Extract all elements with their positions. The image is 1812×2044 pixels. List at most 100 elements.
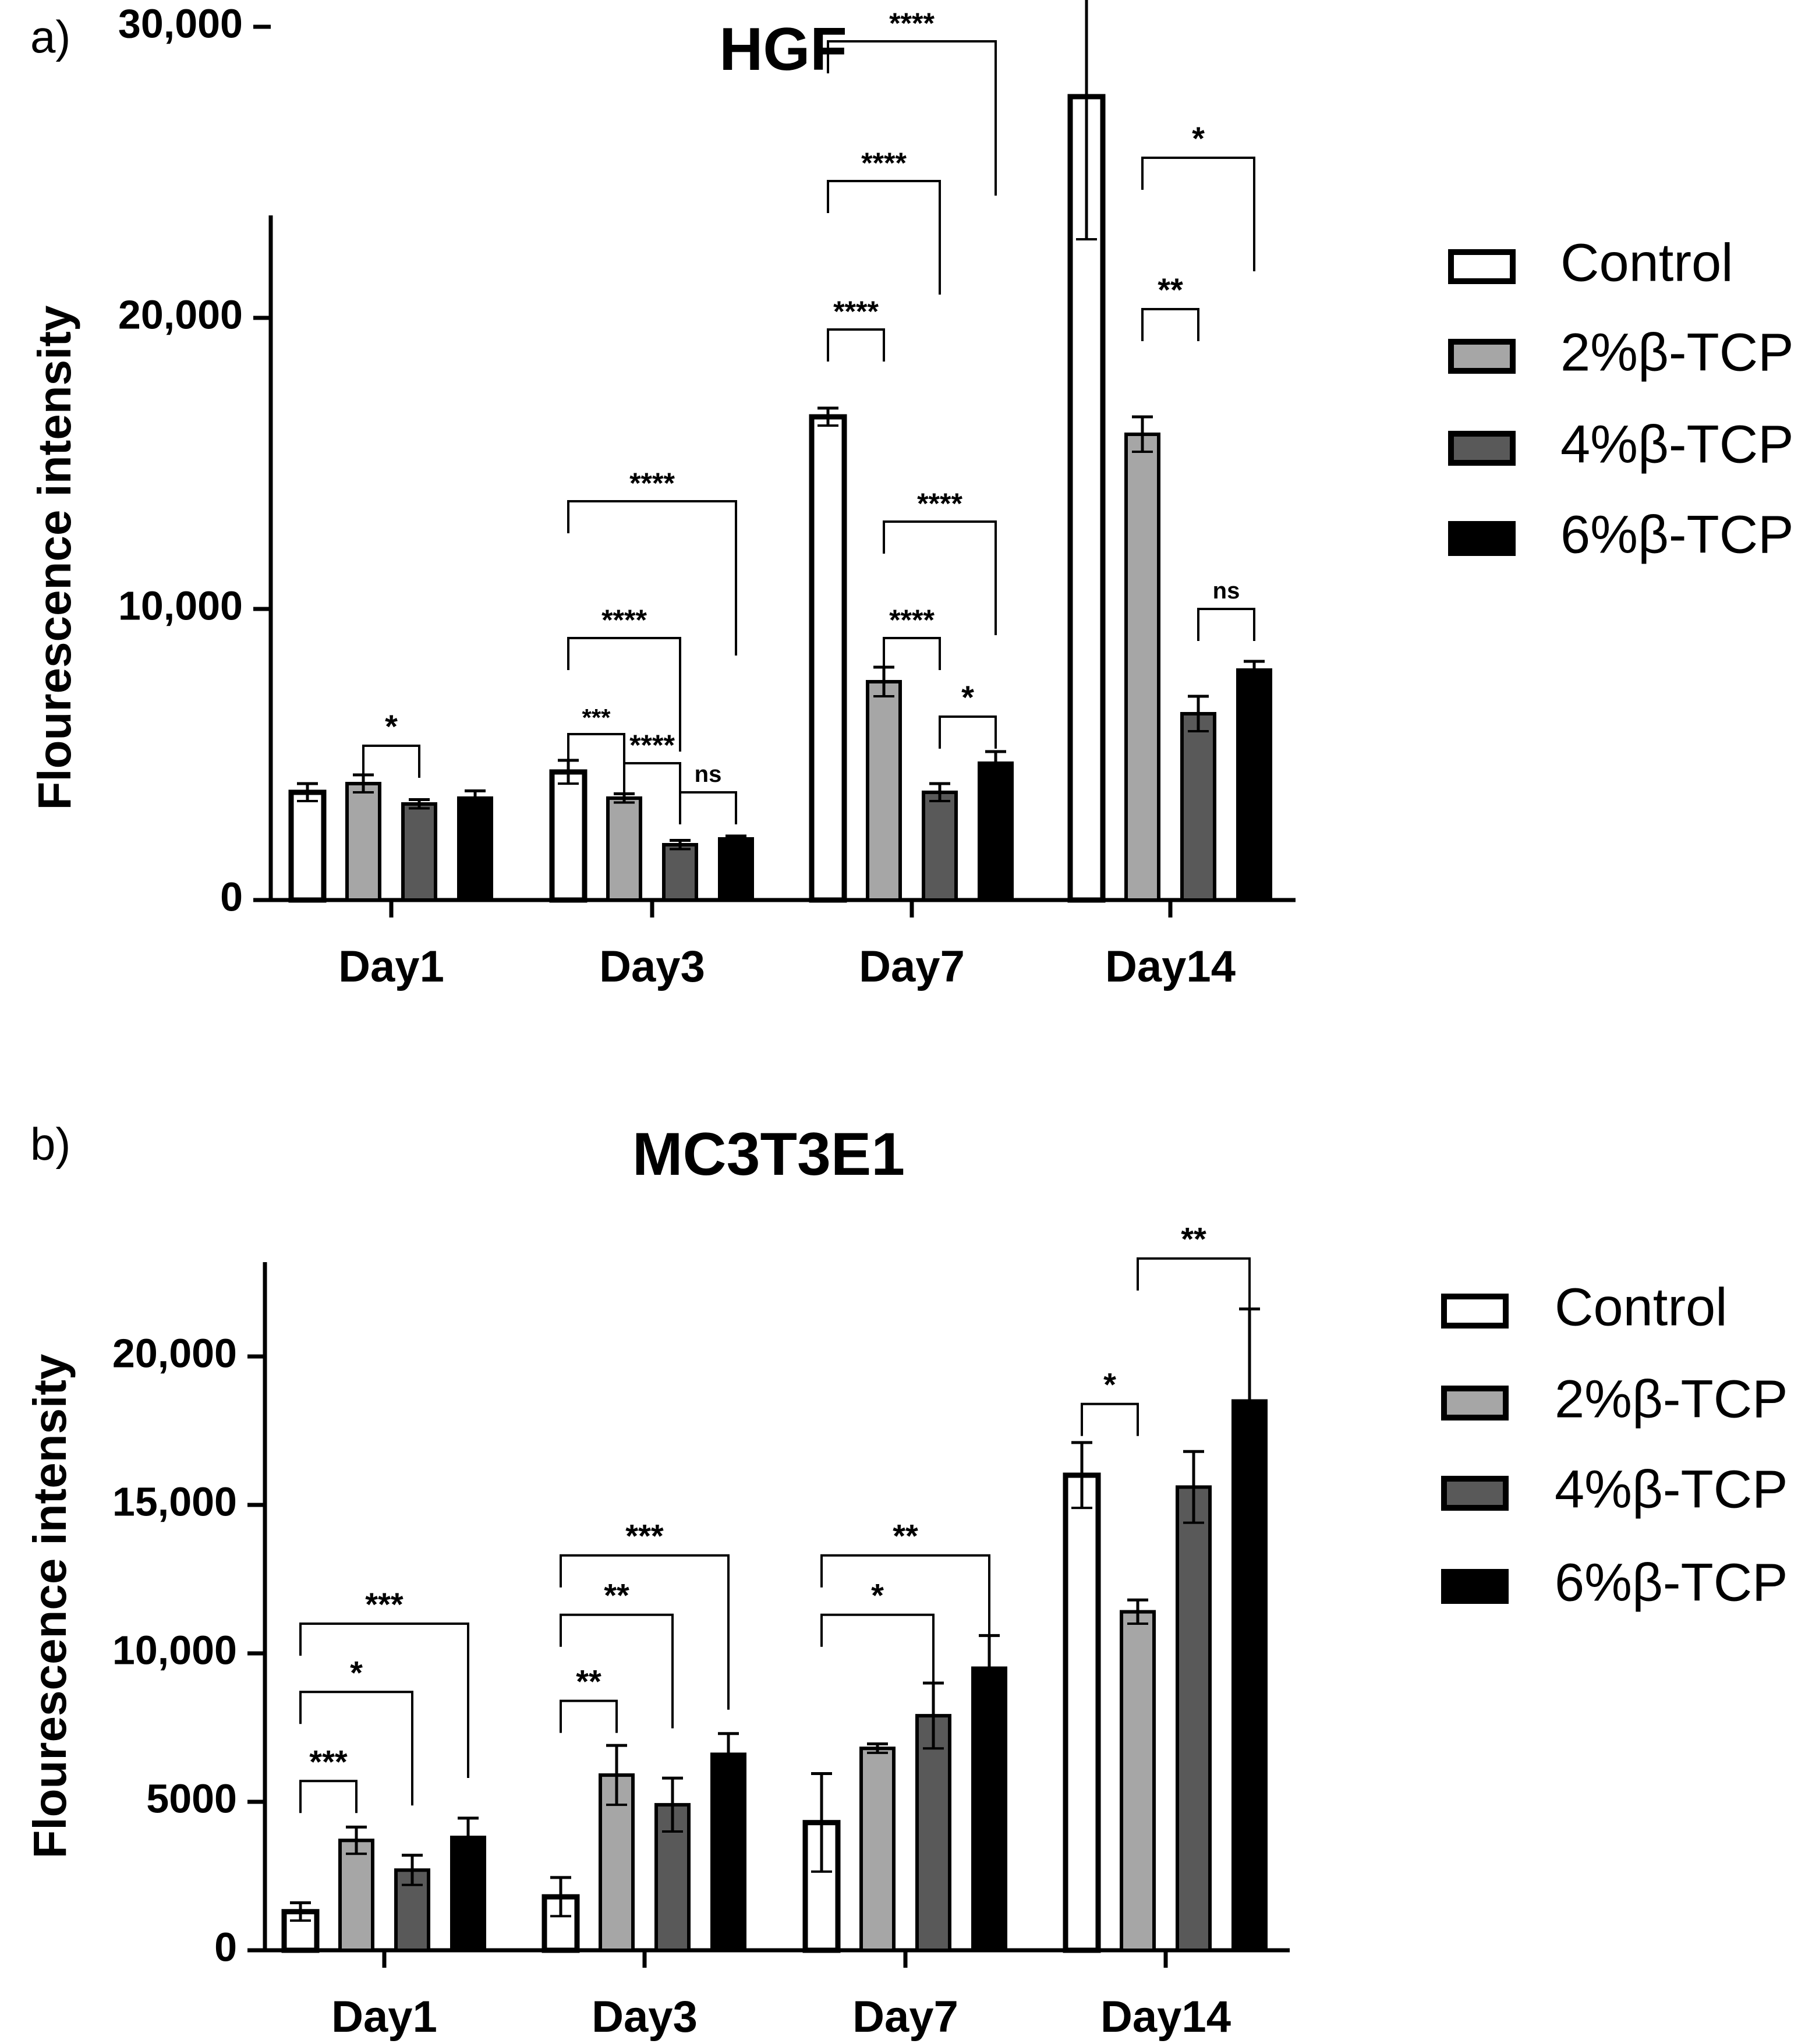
significance-bracket xyxy=(679,791,737,824)
significance-label: * xyxy=(871,1577,884,1614)
significance-label: **** xyxy=(601,604,647,636)
significance-bracket xyxy=(1141,157,1255,271)
significance-bracket xyxy=(827,180,941,295)
legend-swatch xyxy=(1441,1569,1509,1604)
y-tick-label: 30,000 xyxy=(118,1,243,46)
bar xyxy=(718,837,754,902)
legend-swatch xyxy=(1441,1476,1509,1511)
legend-label: 6%β-TCP xyxy=(1555,1553,1788,1612)
legend-label: 4%β-TCP xyxy=(1555,1460,1788,1519)
significance-bracket xyxy=(883,520,997,635)
legend-swatch xyxy=(1448,431,1516,466)
significance-label: **** xyxy=(629,467,675,500)
significance-label: *** xyxy=(582,704,611,731)
y-tick-label: 0 xyxy=(220,874,243,919)
significance-label: ns xyxy=(1213,578,1240,604)
panel-label: a) xyxy=(30,11,70,62)
significance-bracket xyxy=(560,1699,618,1733)
x-tick-label: Day14 xyxy=(1100,1992,1231,2042)
significance-label: **** xyxy=(889,604,935,636)
y-tick-label: 10,000 xyxy=(118,583,243,628)
significance-label: *** xyxy=(309,1743,348,1780)
bar xyxy=(606,796,642,902)
bar xyxy=(978,761,1014,902)
significance-bracket xyxy=(567,733,625,766)
bar xyxy=(809,414,847,903)
y-tick-label: 10,000 xyxy=(112,1627,237,1673)
significance-bracket xyxy=(1197,608,1255,641)
significance-bracket xyxy=(820,1613,935,1728)
x-tick-label: Day3 xyxy=(592,1992,698,2042)
panel-label: b) xyxy=(30,1118,70,1170)
legend-label: 2%β-TCP xyxy=(1560,323,1794,382)
significance-bracket xyxy=(1141,308,1199,341)
significance-label: **** xyxy=(861,147,907,179)
y-axis-label: Flourescence intensity xyxy=(24,1354,76,1858)
significance-label: **** xyxy=(889,7,935,40)
significance-label: ** xyxy=(1181,1221,1206,1257)
significance-bracket xyxy=(299,1623,469,1778)
bar xyxy=(1180,712,1216,902)
x-tick-label: Day3 xyxy=(599,942,705,991)
x-tick-label: Day14 xyxy=(1105,942,1236,991)
significance-label: * xyxy=(1192,120,1205,157)
y-axis-label: Flourescence intensity xyxy=(29,305,80,810)
legend-swatch xyxy=(1441,1386,1509,1420)
x-tick-label: Day1 xyxy=(331,1992,437,2042)
significance-bracket xyxy=(827,328,885,362)
bar xyxy=(1063,1472,1101,1953)
legend-label: 6%β-TCP xyxy=(1560,505,1794,564)
significance-bracket xyxy=(820,1554,990,1710)
bar xyxy=(971,1666,1007,1952)
bar xyxy=(401,802,437,902)
significance-bracket xyxy=(560,1554,730,1710)
significance-label: ns xyxy=(695,761,722,787)
significance-bracket xyxy=(299,1780,358,1813)
chart-panel-a: a) HGF Flourescence intensity 0 10,000 20,000… xyxy=(29,0,1794,991)
significance-bracket xyxy=(939,715,997,749)
significance-label: * xyxy=(1103,1366,1116,1403)
significance-label: ** xyxy=(604,1577,629,1614)
bar xyxy=(1176,1485,1212,1952)
y-tick-label: 5000 xyxy=(146,1776,237,1821)
y-tick-label: 20,000 xyxy=(118,292,243,337)
chart-title: HGF xyxy=(719,16,847,83)
significance-bracket xyxy=(1081,1402,1139,1436)
significance-label: * xyxy=(350,1654,363,1691)
significance-label: *** xyxy=(365,1586,404,1623)
significance-label: **** xyxy=(833,295,879,328)
legend-swatch xyxy=(1448,249,1516,284)
significance-bracket xyxy=(883,637,941,670)
legend-label: 4%β-TCP xyxy=(1560,415,1794,474)
legend-label: Control xyxy=(1555,1277,1728,1337)
bar xyxy=(1120,1610,1156,1953)
significance-bracket xyxy=(560,1613,674,1728)
significance-label: * xyxy=(961,679,974,715)
significance-bracket xyxy=(1137,1257,1251,1372)
significance-label: **** xyxy=(629,729,675,761)
legend-swatch xyxy=(1448,339,1516,374)
y-tick-label: 0 xyxy=(214,1924,237,1969)
x-tick-label: Day1 xyxy=(338,942,444,991)
bar xyxy=(859,1747,896,1952)
bar xyxy=(450,1836,486,1952)
significance-bracket xyxy=(567,637,681,752)
y-tick-label: 20,000 xyxy=(112,1330,237,1376)
bar xyxy=(866,680,902,902)
significance-label: ** xyxy=(576,1663,601,1700)
bar xyxy=(549,769,588,903)
legend-swatch xyxy=(1448,521,1516,556)
bar xyxy=(288,789,327,903)
chart-panel-b: b) MC3T3E1 Flourescence intensity 0 5000 10,0… xyxy=(24,1118,1788,2042)
bar xyxy=(457,796,493,902)
legend-swatch xyxy=(1441,1294,1509,1329)
bar xyxy=(915,1714,951,1953)
significance-bracket xyxy=(623,762,681,795)
significance-label: ** xyxy=(893,1518,918,1554)
x-tick-label: Day7 xyxy=(859,942,965,991)
bar xyxy=(338,1838,374,1953)
bar xyxy=(662,843,698,902)
significance-label: ** xyxy=(1158,271,1183,308)
legend-label: Control xyxy=(1560,233,1733,292)
x-tick-label: Day7 xyxy=(852,1992,958,2042)
